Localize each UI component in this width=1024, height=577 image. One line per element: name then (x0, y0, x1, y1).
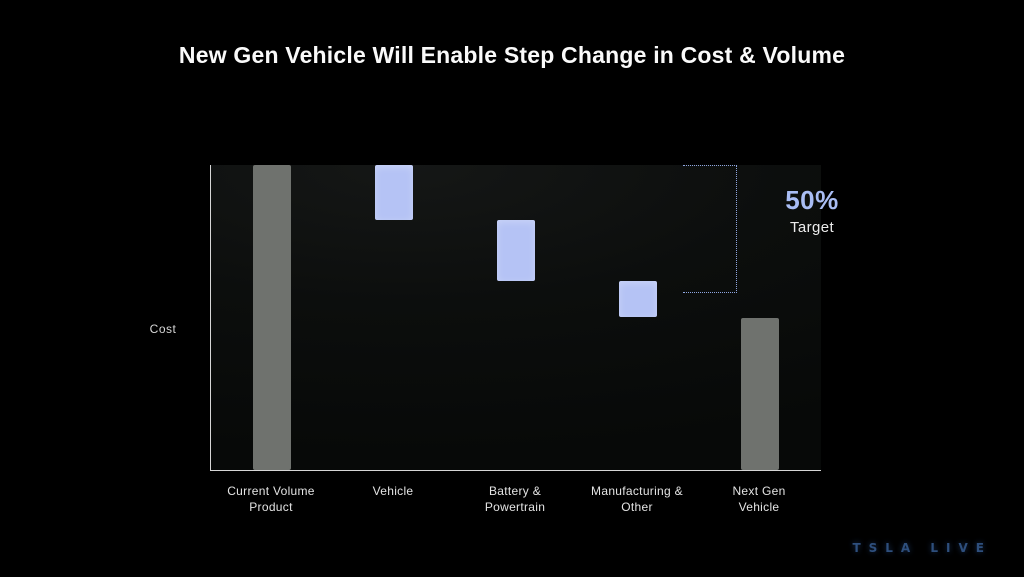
slide-title: New Gen Vehicle Will Enable Step Change … (178, 42, 846, 68)
target-label: Target (789, 219, 835, 236)
target-annotation: 50% Target (770, 185, 854, 236)
x-axis-label: Vehicle (372, 484, 414, 498)
x-axis-labels: Current Volume Product Vehicle Battery & Pow… (210, 483, 820, 533)
bar-next-gen-vehicle (741, 317, 779, 470)
x-axis-label: Next Gen Vehicle (732, 484, 786, 514)
x-axis-label: Manufacturing & Other (591, 484, 683, 514)
target-percent: 50% (785, 185, 839, 215)
x-axis-label: Battery & Powertrain (484, 484, 546, 514)
bar-battery-powertrain (497, 219, 535, 281)
plot-area (210, 165, 821, 471)
y-axis-label: Cost (149, 322, 177, 336)
bar-vehicle (375, 165, 413, 220)
target-bracket (683, 165, 738, 294)
x-axis-label: Current Volume Product (227, 484, 315, 514)
tsla-live-watermark: TSLA LIVE (852, 541, 992, 555)
bar-manufacturing-other (619, 280, 657, 318)
bar-current-volume-product (253, 165, 291, 470)
